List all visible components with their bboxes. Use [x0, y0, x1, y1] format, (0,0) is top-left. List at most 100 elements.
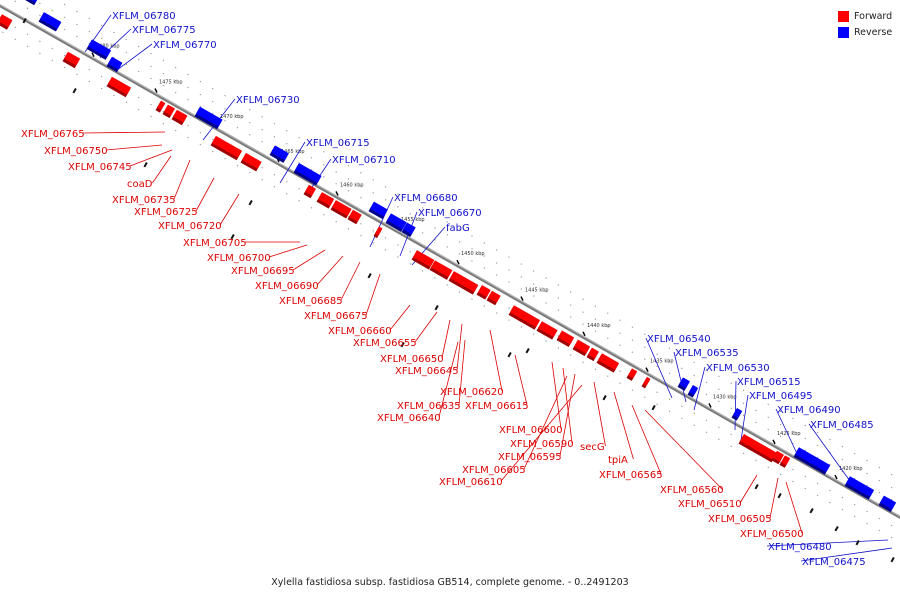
leader-line: [105, 144, 163, 151]
legend: Forward Reverse: [838, 8, 892, 40]
legend-forward: Forward: [838, 8, 892, 24]
tick-mark: [520, 296, 524, 301]
reverse-gene-feature: [86, 39, 112, 60]
gene-label: XFLM_06590: [510, 439, 574, 450]
legend-reverse-label: Reverse: [854, 26, 893, 38]
leader-line: [800, 547, 893, 562]
gene-label: coaD: [127, 179, 153, 190]
forward-gene-feature: [771, 450, 784, 465]
leader-line: [365, 273, 381, 316]
leader-line: [644, 409, 723, 490]
forward-gene-feature: [347, 209, 362, 225]
gene-label: XFLM_06510: [678, 499, 742, 510]
gene-label: XFLM_06710: [332, 155, 396, 166]
reverse-gene-feature: [849, 479, 875, 500]
gene-label: XFLM_06610: [439, 477, 503, 488]
gene-label: XFLM_06530: [706, 363, 770, 374]
tick-label: 1440 kbp: [587, 323, 611, 329]
dotted-guide-4: [0, 29, 900, 544]
gene-label: XFLM_06475: [802, 557, 866, 568]
gene-label: fabG: [446, 223, 470, 234]
feature-mark: [22, 18, 27, 24]
gene-label: XFLM_06620: [440, 387, 504, 398]
forward-gene-feature: [210, 135, 243, 161]
gene-features: [0, 0, 897, 563]
gene-label: XFLM_06680: [394, 193, 458, 204]
forward-gene-feature: [586, 347, 599, 362]
gene-label: XFLM_06695: [231, 266, 295, 277]
leader-line: [740, 394, 749, 441]
gene-label: XFLM_06595: [498, 452, 562, 463]
reverse-gene-feature: [731, 408, 743, 421]
gene-label: XFLM_06700: [207, 253, 271, 264]
feature-mark: [367, 273, 372, 279]
leader-line: [645, 337, 673, 399]
gene-label: tpiA: [608, 455, 628, 466]
reverse-gene-feature: [793, 447, 831, 475]
tick-label: 1460 kbp: [340, 182, 364, 188]
feature-mark: [809, 508, 814, 514]
gene-labels: XFLM_06765 XFLM_06750 XFLM_06745 coaD XFLM_0…: [21, 11, 874, 568]
gene-label: XFLM_06565: [599, 470, 663, 481]
forward-gene-feature: [373, 226, 383, 239]
forward-gene-feature: [62, 51, 81, 69]
gene-label: XFLM_06495: [749, 391, 813, 402]
reverse-gene-feature: [293, 163, 322, 186]
feature-mark: [754, 484, 759, 490]
tick-label: 1435 kbp: [650, 359, 674, 365]
feature-mark: [72, 87, 77, 94]
forward-gene-feature: [448, 271, 479, 295]
feature-mark: [525, 348, 530, 354]
gene-label: XFLM_06730: [236, 95, 300, 106]
reverse-gene-feature: [687, 385, 699, 398]
forward-gene-feature: [303, 184, 316, 199]
leader-line: [739, 474, 758, 504]
feature-mark: [777, 492, 782, 499]
tick-mark: [91, 52, 95, 58]
gene-label: XFLM_06765: [21, 129, 85, 140]
leader-line: [766, 539, 889, 547]
leader-line: [734, 380, 737, 431]
gene-label: XFLM_06605: [462, 465, 526, 476]
leader-line: [389, 304, 411, 331]
leader-line: [116, 43, 153, 71]
forward-gene-feature: [411, 250, 435, 270]
leader-line: [673, 351, 687, 403]
gene-label: XFLM_06770: [153, 40, 217, 51]
leader-line: [769, 477, 779, 519]
feature-mark: [602, 395, 607, 401]
forward-gene-feature: [171, 109, 188, 126]
dotted-guide-2: [11, 0, 900, 506]
feature-mark: [143, 162, 148, 168]
forward-gene-feature: [486, 290, 501, 306]
gene-label: XFLM_06735: [112, 195, 176, 206]
leader-line: [292, 249, 326, 271]
gene-label: XFLM_06660: [328, 326, 392, 337]
reverse-gene-feature: [269, 145, 289, 163]
forward-gene-feature: [641, 376, 651, 389]
gene-label: XFLM_06750: [44, 146, 108, 157]
leader-line: [268, 244, 308, 258]
map-title: Xylella fastidiosa subsp. fastidiosa GB5…: [271, 577, 629, 588]
tick-mark: [154, 88, 158, 93]
forward-gene-feature: [0, 14, 13, 30]
leader-line: [195, 177, 215, 212]
tick-label: 1470 kbp: [220, 114, 244, 120]
gene-label: XFLM_06535: [675, 348, 739, 359]
forward-gene-feature: [556, 330, 575, 348]
feature-mark: [507, 351, 512, 358]
gene-label: XFLM_06715: [306, 138, 370, 149]
dotted-guide-1: [32, 0, 900, 494]
leader-line: [613, 391, 634, 460]
gene-label: XFLM_06615: [465, 401, 529, 412]
leader-line: [775, 408, 801, 461]
gene-label: XFLM_06540: [647, 334, 711, 345]
leader-line: [808, 423, 856, 489]
reverse-gene-feature: [194, 106, 223, 130]
gene-label: XFLM_06500: [740, 529, 804, 540]
leader-line: [593, 381, 606, 447]
forward-gene-feature: [155, 100, 166, 113]
gene-label: XFLM_06780: [112, 11, 176, 22]
tick-label: 1425 kbp: [777, 431, 801, 437]
